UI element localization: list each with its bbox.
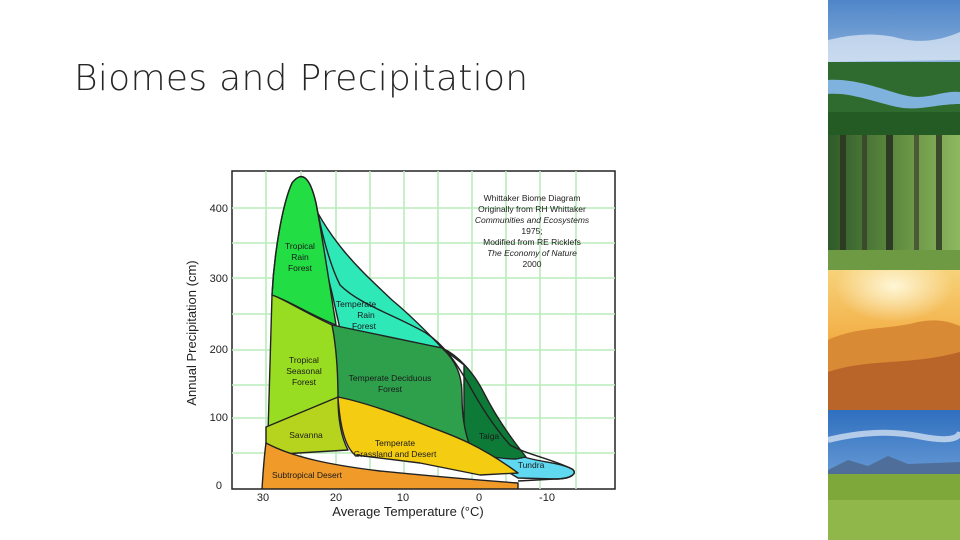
grassland-mountains-photo [828, 410, 960, 540]
credit-line-2: Originally from RH Whittaker [478, 204, 586, 214]
x-tick-labels: 30 20 10 0 -10 [257, 492, 555, 504]
credit-line-3: Communities and Ecosystems [475, 215, 590, 225]
credit-line-1: Whittaker Biome Diagram [484, 193, 581, 203]
x-axis-label: Average Temperature (°C) [332, 504, 483, 519]
whittaker-biome-diagram: 400 300 200 100 0 30 20 10 0 -10 Annual … [184, 170, 616, 519]
tropical-rain-forest-label-1: Tropical [285, 241, 315, 251]
subtropical-desert-region [261, 442, 519, 489]
savanna-label: Savanna [289, 430, 323, 440]
biome-photo-strip [828, 0, 960, 540]
tall-forest-photo [828, 135, 960, 270]
temperate-rain-forest-label-3: Forest [352, 321, 377, 331]
temperate-rain-forest-region [305, 188, 443, 349]
x-tick-minus-10: -10 [539, 492, 555, 504]
tropical-seasonal-forest-label-1: Tropical [289, 355, 319, 365]
tropical-seasonal-forest-label-2: Seasonal [286, 366, 322, 376]
subtropical-desert-label: Subtropical Desert [272, 470, 343, 480]
temperate-rain-forest-label-1: Temperate [336, 299, 376, 309]
diagram-outline [271, 176, 575, 482]
forest-river-lake-photo [828, 0, 960, 135]
tropical-rain-forest-label-2: Rain [291, 252, 309, 262]
temperate-deciduous-forest-label-1: Temperate Deciduous [349, 373, 432, 383]
sand-dunes-desert-photo [828, 270, 960, 410]
y-tick-400: 400 [210, 203, 228, 215]
x-tick-20: 20 [330, 492, 342, 504]
temperate-grassland-label-1: Temperate [375, 438, 415, 448]
biome-labels: Tropical Rain Forest Temperate Rain Fore… [272, 241, 545, 480]
y-axis-label: Annual Precipitation (cm) [184, 260, 199, 405]
taiga-label: Taiga [479, 431, 500, 441]
temperate-grassland-region [337, 396, 519, 476]
temperate-deciduous-forest-label-2: Forest [378, 384, 403, 394]
y-tick-0: 0 [216, 480, 222, 492]
credit-text: Whittaker Biome Diagram Originally from … [475, 193, 590, 269]
credit-line-5: Modified from RE Ricklefs [483, 237, 581, 247]
credit-line-6: The Economy of Nature [487, 248, 577, 258]
credit-line-4: 1975; [521, 226, 542, 236]
y-tick-labels: 400 300 200 100 0 [210, 203, 228, 492]
x-tick-10: 10 [397, 492, 409, 504]
temperate-grassland-label-2: Grassland and Desert [354, 449, 437, 459]
tropical-seasonal-forest-label-3: Forest [292, 377, 317, 387]
credit-line-7: 2000 [523, 259, 542, 269]
x-tick-30: 30 [257, 492, 269, 504]
temperate-rain-forest-label-2: Rain [357, 310, 375, 320]
x-tick-0: 0 [476, 492, 482, 504]
tropical-rain-forest-label-3: Forest [288, 263, 313, 273]
y-tick-100: 100 [210, 412, 228, 424]
slide-title: Biomes and Precipitation [74, 58, 529, 99]
tundra-label: Tundra [518, 460, 545, 470]
y-tick-200: 200 [210, 344, 228, 356]
y-tick-300: 300 [210, 273, 228, 285]
